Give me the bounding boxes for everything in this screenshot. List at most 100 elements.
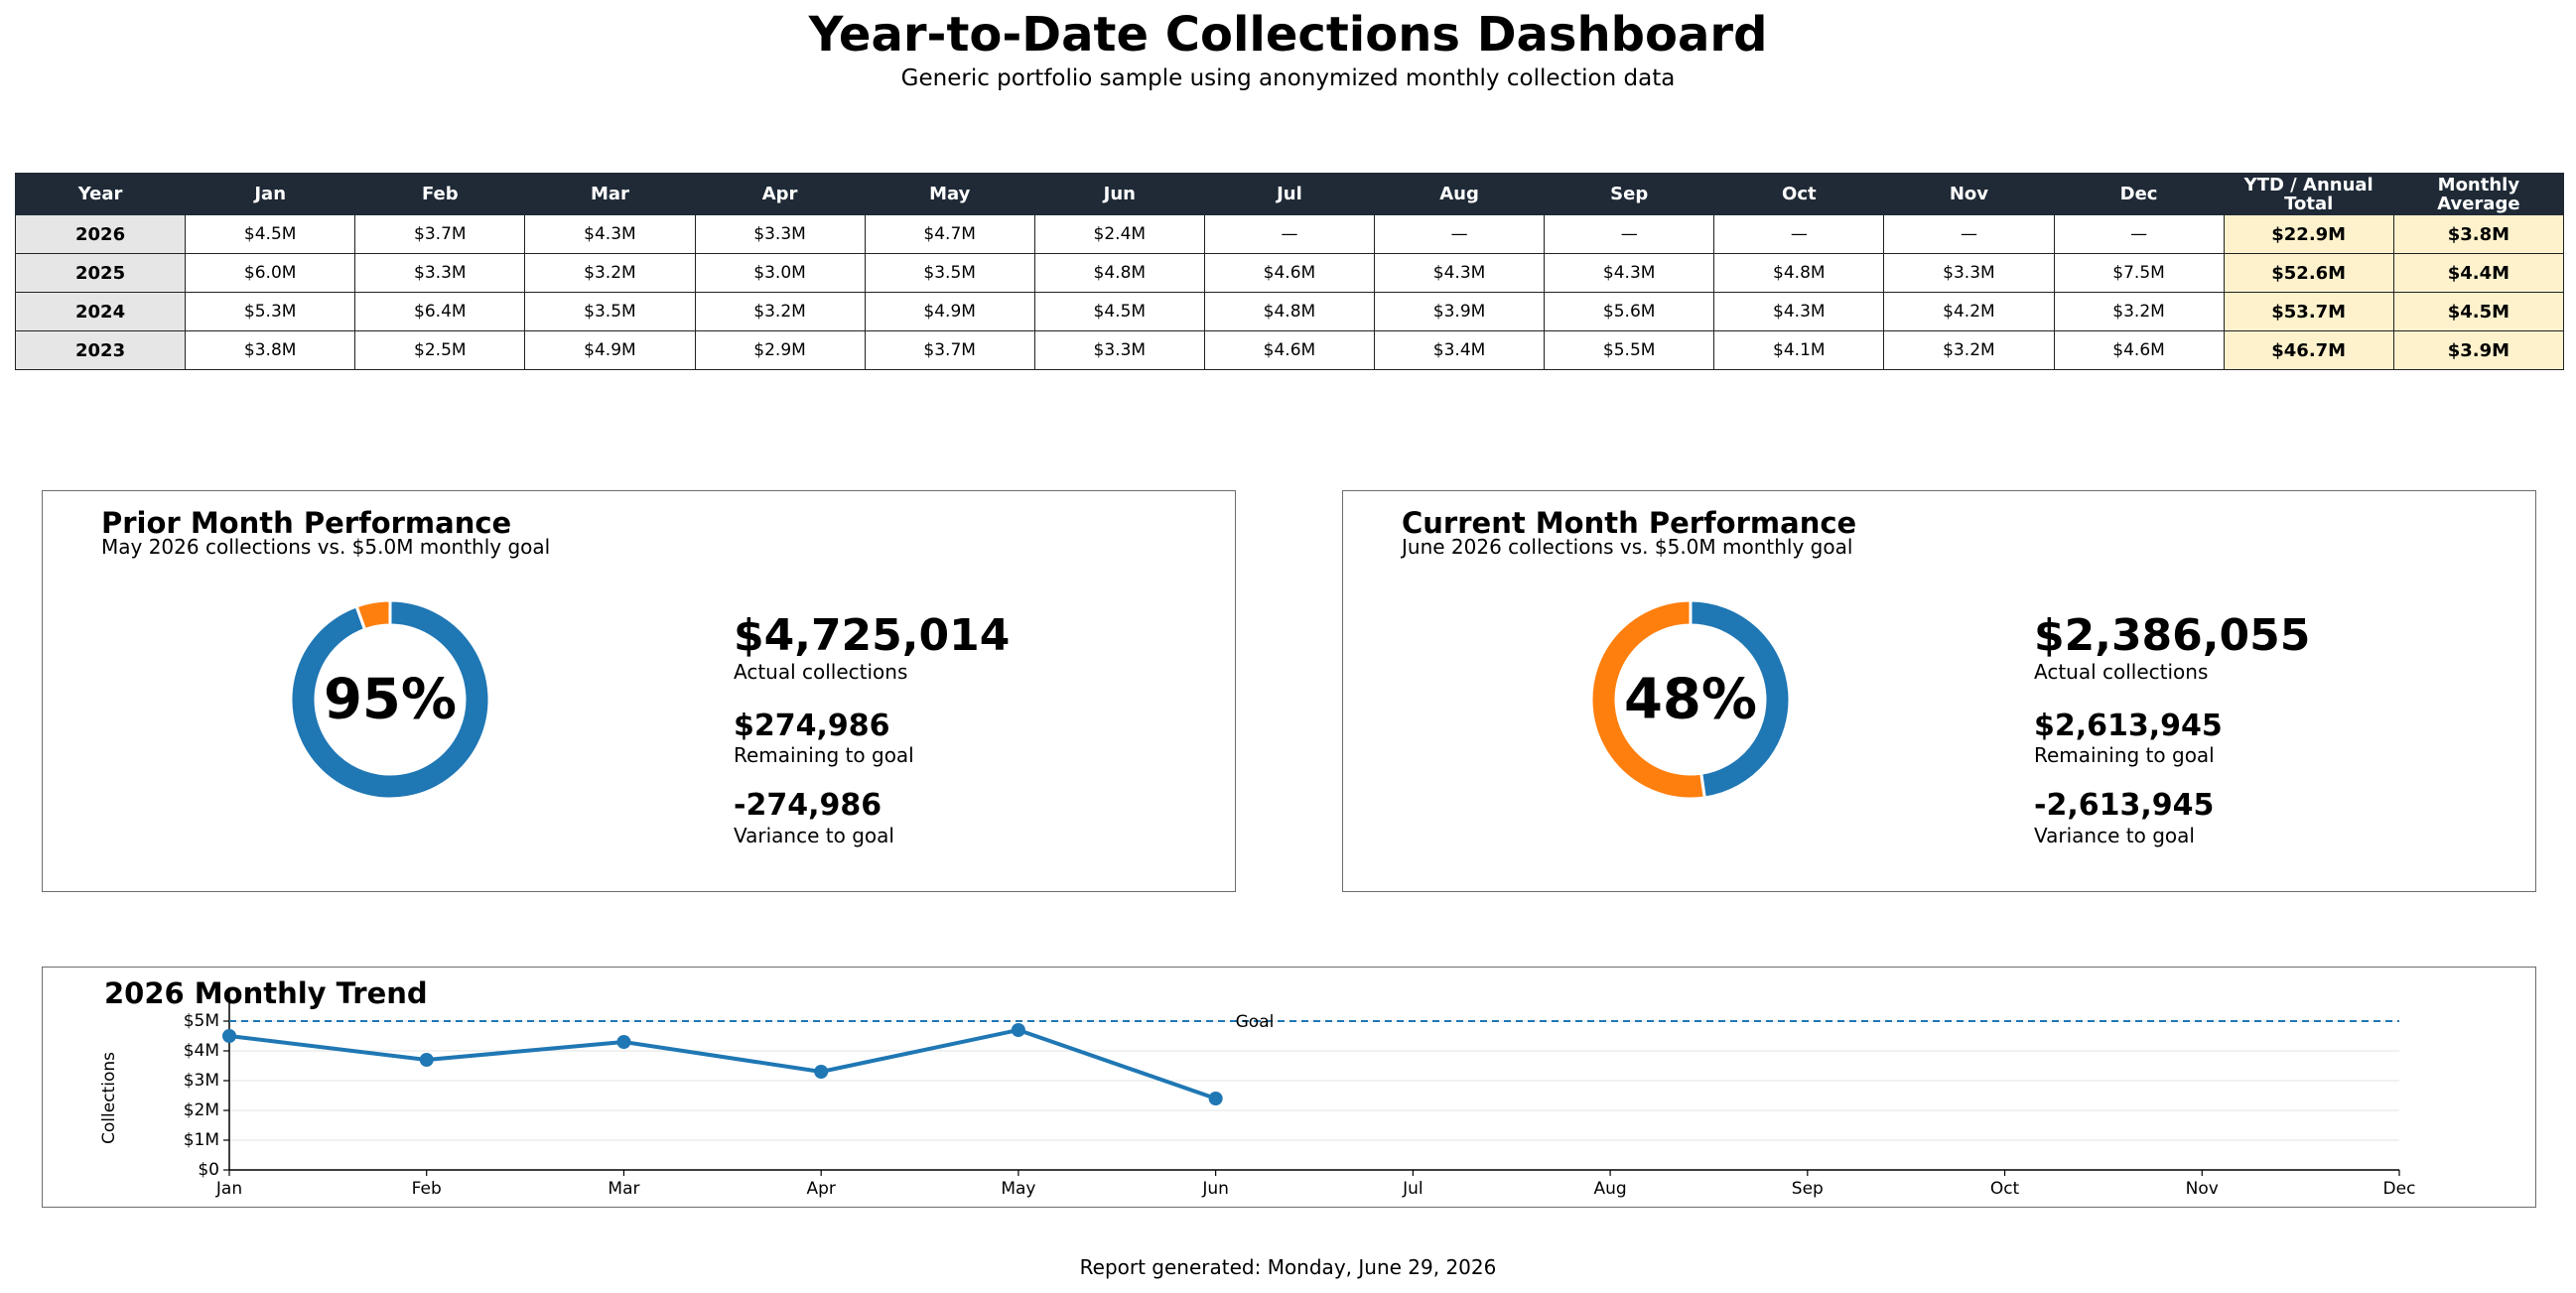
x-tick-label: Jul [1402, 1179, 1424, 1199]
month-cell: $4.8M [1203, 292, 1376, 331]
current-month-remaining: $2,613,945 [2034, 709, 2223, 743]
data-point [616, 1035, 631, 1049]
column-header: Year [14, 173, 187, 215]
trend-panel: 2026 Monthly Trend $0 $1M $2M $3M $4M $5M Jan F… [42, 967, 2536, 1208]
month-cell: $3.3M [1883, 253, 2055, 293]
x-tick-label: Nov [2186, 1179, 2219, 1199]
column-header: Sep [1544, 173, 1715, 215]
month-cell: $5.6M [1544, 292, 1715, 331]
month-cell: $4.3M [1713, 292, 1885, 331]
current-month-subtitle: June 2026 collections vs. $5.0M monthly … [1402, 535, 1853, 559]
total-cell: $22.9M [2223, 214, 2394, 254]
x-tick-label: Oct [1990, 1179, 2020, 1199]
prior-month-subtitle: May 2026 collections vs. $5.0M monthly g… [101, 535, 551, 559]
average-cell: $3.9M [2392, 330, 2565, 370]
column-header: Monthly Average [2392, 173, 2565, 215]
table-header-row: Year Jan Feb Mar Apr May Jun Jul Aug Sep Oct Nov Dec… [14, 173, 2565, 215]
year-cell: 2023 [14, 330, 187, 370]
trend-title: 2026 Monthly Trend [104, 976, 428, 1010]
month-cell: $3.8M [185, 330, 356, 370]
prior-month-actual: $4,725,014 [734, 610, 1011, 661]
table-row: 2024 $5.3M $6.4M $3.5M $3.2M $4.9M $4.5M $4.8M $… [14, 292, 2565, 331]
month-cell: — [1544, 214, 1715, 254]
column-header: Jan [185, 173, 356, 215]
current-month-donut: 48% [1589, 598, 1792, 801]
x-tick-label: Apr [806, 1179, 835, 1199]
donut-slice-actual [289, 598, 491, 801]
current-month-percent: 48% [1624, 668, 1757, 732]
total-cell: $53.7M [2223, 292, 2394, 331]
total-cell: $46.7M [2223, 330, 2394, 370]
trend-chart: $0 $1M $2M $3M $4M $5M Jan Feb Mar Apr May Jun Jul Au… [99, 987, 2415, 1199]
prior-month-percent: 95% [324, 668, 457, 732]
donut-slice-remaining [354, 598, 392, 632]
month-cell: $4.9M [524, 330, 696, 370]
column-header: Jun [1033, 173, 1205, 215]
collections-table: Year Jan Feb Mar Apr May Jun Jul Aug Sep Oct Nov Dec… [14, 173, 2565, 370]
average-cell: $4.4M [2392, 253, 2565, 293]
month-cell: $4.6M [1203, 253, 1376, 293]
page-subtitle: Generic portfolio sample using anonymize… [900, 65, 1676, 91]
column-header: Nov [1883, 173, 2055, 215]
month-cell: $3.2M [524, 253, 696, 293]
current-month-variance: -2,613,945 [2034, 788, 2215, 823]
current-month-panel: Current Month Performance June 2026 coll… [1342, 490, 2536, 892]
table-row: 2023 $3.8M $2.5M $4.9M $2.9M $3.7M $3.3M $4.6M $… [14, 330, 2565, 370]
month-cell: $3.2M [694, 292, 866, 331]
column-header: Apr [694, 173, 866, 215]
month-cell: $2.4M [1033, 214, 1205, 254]
data-point [419, 1053, 434, 1067]
current-month-actual: $2,386,055 [2034, 610, 2311, 661]
x-tick-label: Jun [1201, 1179, 1229, 1199]
month-cell: — [1373, 214, 1546, 254]
x-tick-label: May [1001, 1179, 1035, 1199]
current-month-remaining-label: Remaining to goal [2034, 743, 2215, 767]
current-month-actual-label: Actual collections [2034, 660, 2209, 684]
prior-month-title: Prior Month Performance [101, 506, 512, 540]
y-tick-label: $4M [184, 1041, 219, 1061]
month-cell: $3.9M [1373, 292, 1546, 331]
month-cell: $5.5M [1544, 330, 1715, 370]
month-cell: $4.6M [2053, 330, 2225, 370]
goal-label: Goal [1236, 1012, 1275, 1032]
month-cell: $3.5M [864, 253, 1035, 293]
month-cell: $6.4M [354, 292, 526, 331]
average-cell: $3.8M [2392, 214, 2565, 254]
column-header: Mar [524, 173, 696, 215]
table-body: 2026 $4.5M $3.7M $4.3M $3.3M $4.7M $2.4M — — — — — —… [14, 214, 2565, 370]
x-tick-label: Aug [1593, 1179, 1626, 1199]
column-header: YTD / Annual Total [2223, 173, 2394, 215]
y-tick-label: $0 [198, 1160, 219, 1180]
year-cell: 2024 [14, 292, 187, 331]
month-cell: $4.6M [1203, 330, 1376, 370]
y-tick-label: $5M [184, 1011, 219, 1031]
prior-month-variance: -274,986 [734, 788, 882, 823]
column-header: Jul [1203, 173, 1376, 215]
prior-month-actual-label: Actual collections [734, 660, 908, 684]
column-header: May [864, 173, 1035, 215]
month-cell: $4.9M [864, 292, 1035, 331]
month-cell: $3.4M [1373, 330, 1546, 370]
prior-month-donut: 95% [289, 598, 491, 801]
x-tick-label: Jan [215, 1179, 242, 1199]
x-tick-label: Feb [412, 1179, 442, 1199]
month-cell: $4.8M [1713, 253, 1885, 293]
report-generated: Report generated: Monday, June 29, 2026 [1079, 1255, 1497, 1279]
month-cell: $3.3M [694, 214, 866, 254]
month-cell: $4.3M [1373, 253, 1546, 293]
month-cell: $3.7M [864, 330, 1035, 370]
data-point [1011, 1023, 1025, 1037]
month-cell: — [1713, 214, 1885, 254]
month-cell: $4.3M [524, 214, 696, 254]
current-month-variance-label: Variance to goal [2034, 824, 2195, 847]
year-cell: 2026 [14, 214, 187, 254]
data-point [814, 1065, 829, 1079]
month-cell: $3.0M [694, 253, 866, 293]
x-tick-label: Sep [1792, 1179, 1824, 1199]
donut-slice-remaining [1589, 598, 1706, 801]
prior-month-panel: Prior Month Performance May 2026 collect… [42, 490, 1236, 892]
month-cell: $3.2M [2053, 292, 2225, 331]
current-month-title: Current Month Performance [1402, 506, 1857, 540]
column-header: Oct [1713, 173, 1885, 215]
column-header: Dec [2053, 173, 2225, 215]
